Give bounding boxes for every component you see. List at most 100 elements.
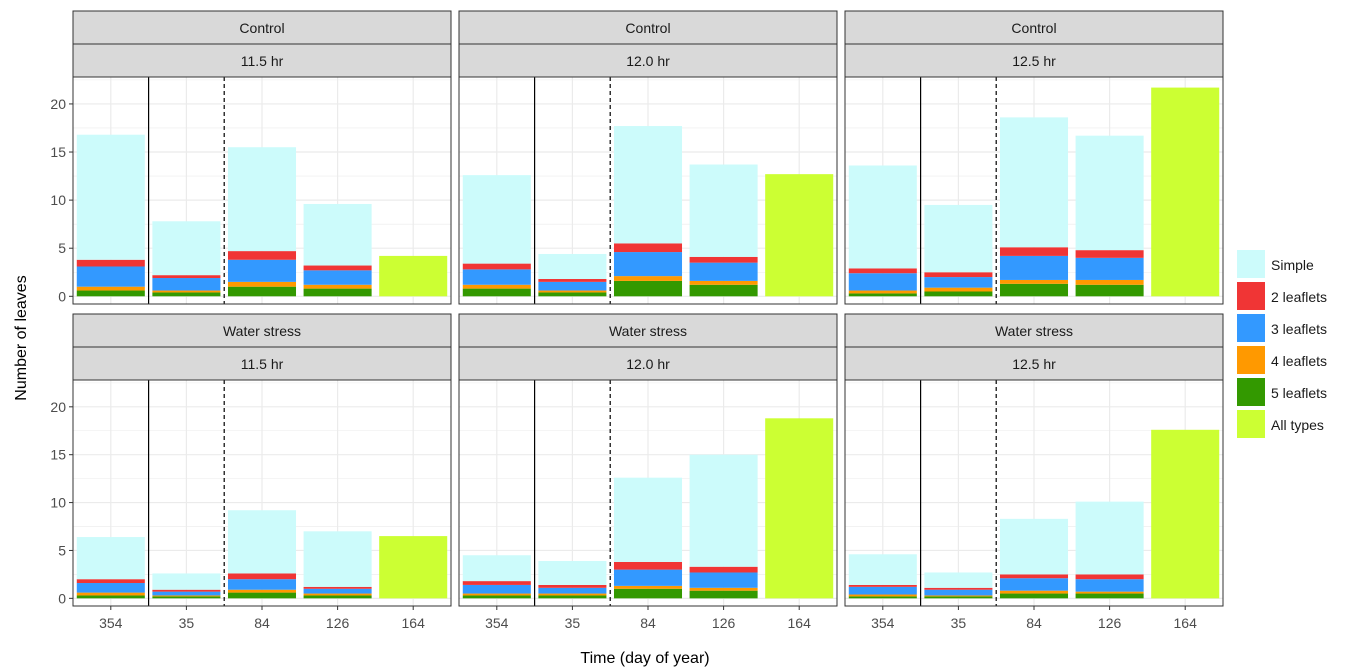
bar-segment-simple xyxy=(924,572,993,588)
bar-segment-4-leaflets xyxy=(76,286,145,291)
bar-segment-4-leaflets xyxy=(1075,591,1144,594)
bar-segment-4-leaflets xyxy=(152,290,221,293)
strip-col-label: 11.5 hr xyxy=(241,53,284,69)
bar-segment-2-leaflets xyxy=(462,263,531,270)
bar-segment-3-leaflets xyxy=(303,270,372,285)
bar-segment-4-leaflets xyxy=(924,595,993,597)
y-tick-label: 5 xyxy=(58,542,66,558)
bar-segment-4-leaflets xyxy=(152,595,221,597)
legend-label: 3 leaflets xyxy=(1271,321,1327,337)
bar-segment-5-leaflets xyxy=(538,595,607,599)
x-tick-label: 354 xyxy=(99,615,123,631)
bar-segment-simple xyxy=(924,204,993,273)
legend-item: 5 leaflets xyxy=(1237,378,1327,406)
bar-segment-2-leaflets xyxy=(76,259,145,267)
bar-segment-simple xyxy=(227,147,297,252)
bar-segment-5-leaflets xyxy=(613,280,683,297)
bar-segment-simple xyxy=(303,203,372,266)
bar-segment-3-leaflets xyxy=(924,589,993,596)
bar-segment-4-leaflets xyxy=(76,592,145,596)
strip-row-label: Water stress xyxy=(995,323,1073,339)
strip-row xyxy=(72,313,452,348)
bar-segment-5-leaflets xyxy=(848,596,917,599)
strip-row xyxy=(458,10,838,45)
strip-row xyxy=(844,10,1224,45)
strip-col xyxy=(72,43,452,78)
bar-segment-5-leaflets xyxy=(152,596,221,599)
legend-item: 2 leaflets xyxy=(1237,282,1327,310)
bar-segment-2-leaflets xyxy=(303,586,372,589)
legend-label: 5 leaflets xyxy=(1271,385,1327,401)
bar-segment-4-leaflets xyxy=(613,585,683,589)
bar-segment-5-leaflets xyxy=(538,292,607,297)
legend-item: 3 leaflets xyxy=(1237,314,1327,342)
bar-segment-5-leaflets xyxy=(613,588,683,599)
strip-row-label: Control xyxy=(239,20,284,36)
bar-segment-all-types xyxy=(765,174,834,297)
bar-segment-simple xyxy=(538,253,607,279)
y-axis-title: Number of leaves xyxy=(13,275,30,400)
x-tick-label: 164 xyxy=(402,615,426,631)
bar-segment-3-leaflets xyxy=(848,586,917,595)
bar-segment-5-leaflets xyxy=(152,292,221,297)
bar-segment-3-leaflets xyxy=(227,579,297,590)
panel: Control 11.5 hr 0 5 10 15 20 xyxy=(50,10,452,305)
legend-item: Simple xyxy=(1237,250,1314,278)
bar-segment-simple xyxy=(462,555,531,582)
legend-swatch xyxy=(1237,314,1265,342)
x-tick-label: 35 xyxy=(179,615,195,631)
panel-border xyxy=(458,76,838,305)
strip-col xyxy=(458,346,838,381)
y-tick-label: 20 xyxy=(50,399,66,415)
bar-segment-2-leaflets xyxy=(152,275,221,279)
legend-item: 4 leaflets xyxy=(1237,346,1327,374)
bar-segment-4-leaflets xyxy=(613,276,683,281)
bar-segment-5-leaflets xyxy=(1075,593,1144,599)
y-tick-label: 0 xyxy=(58,288,66,304)
strip-row-label: Water stress xyxy=(609,323,687,339)
strip-col-label: 12.5 hr xyxy=(1012,356,1056,372)
bar-segment-simple xyxy=(689,164,758,257)
strip-row-label: Control xyxy=(625,20,670,36)
bar-segment-2-leaflets xyxy=(689,566,758,573)
bar-segment-3-leaflets xyxy=(462,584,531,594)
bar-segment-5-leaflets xyxy=(76,595,145,599)
x-tick-label: 126 xyxy=(1098,615,1122,631)
bar-segment-all-types xyxy=(1151,429,1220,599)
bar-segment-4-leaflets xyxy=(689,587,758,591)
bar-segment-2-leaflets xyxy=(538,584,607,588)
bar-segment-4-leaflets xyxy=(462,593,531,596)
bar-segment-4-leaflets xyxy=(848,290,917,294)
bar-segment-2-leaflets xyxy=(227,573,297,580)
bar-segment-3-leaflets xyxy=(152,591,221,596)
bar-segment-3-leaflets xyxy=(152,278,221,291)
legend-label: Simple xyxy=(1271,257,1314,273)
bar-segment-4-leaflets xyxy=(689,280,758,285)
bar-segment-simple xyxy=(1075,135,1144,251)
bar-segment-5-leaflets xyxy=(462,288,531,297)
bar-segment-4-leaflets xyxy=(848,594,917,597)
bar-segment-4-leaflets xyxy=(227,589,297,593)
bar-segment-5-leaflets xyxy=(1075,284,1144,297)
bar-segment-3-leaflets xyxy=(227,259,297,282)
x-tick-label: 164 xyxy=(1174,615,1198,631)
panel-border xyxy=(72,76,452,305)
bar-segment-5-leaflets xyxy=(303,288,372,297)
legend-swatch xyxy=(1237,346,1265,374)
bar-segment-2-leaflets xyxy=(613,243,683,253)
bar-segment-simple xyxy=(76,537,145,580)
x-tick-label: 35 xyxy=(951,615,967,631)
legend-swatch xyxy=(1237,250,1265,278)
bar-segment-3-leaflets xyxy=(613,252,683,277)
bar-segment-3-leaflets xyxy=(1075,579,1144,592)
bar-segment-5-leaflets xyxy=(76,290,145,297)
bar-segment-2-leaflets xyxy=(1075,250,1144,258)
bar-segment-4-leaflets xyxy=(538,593,607,596)
strip-col-label: 12.0 hr xyxy=(626,356,670,372)
strip-row xyxy=(844,313,1224,348)
bar-segment-3-leaflets xyxy=(76,583,145,593)
bar-segment-4-leaflets xyxy=(999,590,1069,594)
panel: Water stress 12.0 hr 354 35 84 126 164 xyxy=(458,313,838,631)
bar-segment-2-leaflets xyxy=(689,256,758,263)
